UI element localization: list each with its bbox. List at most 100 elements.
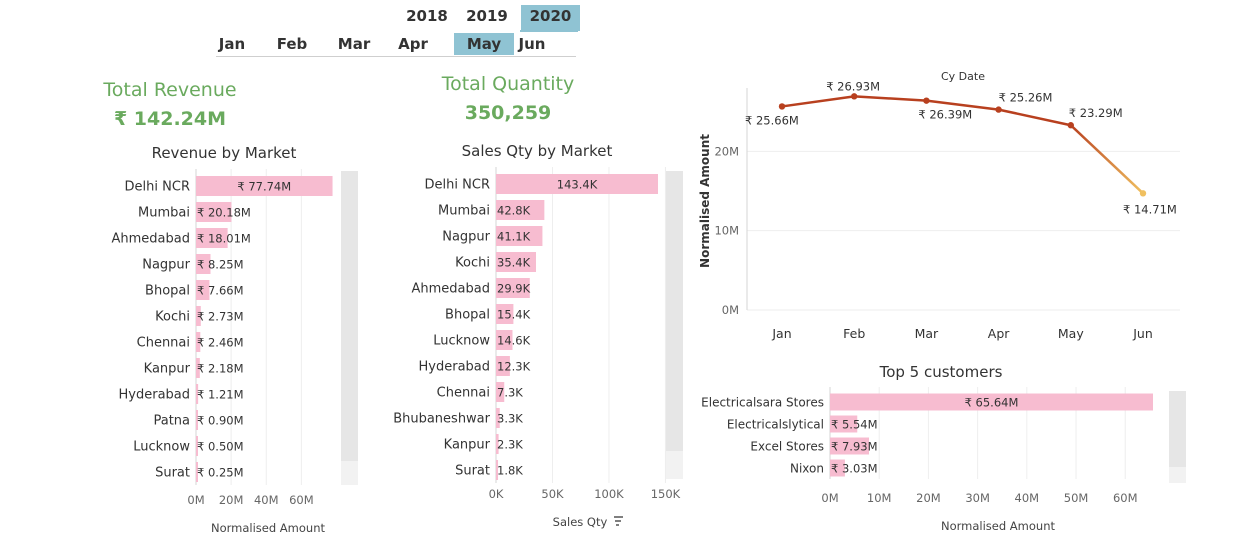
data-point — [778, 103, 786, 110]
year-filter-item-2018[interactable]: 2018 — [406, 7, 448, 25]
bar — [496, 408, 500, 428]
cy-date-title: Cy Date — [941, 70, 985, 83]
bar — [196, 306, 201, 326]
month-filter-item-mar[interactable]: Mar — [337, 35, 371, 53]
y-tick-label: 0M — [722, 303, 739, 317]
x-tick-label: Apr — [988, 326, 1010, 341]
category-label: Chennai — [437, 386, 490, 401]
data-point — [995, 106, 1002, 113]
series-line-segment — [781, 95, 855, 108]
data-label: 41.1K — [497, 230, 531, 244]
year-filter: 2018 2019 2020 — [396, 5, 586, 31]
month-filter-item-jun[interactable]: Jun — [518, 35, 546, 53]
category-label: Nagpur — [442, 230, 490, 245]
series-line-segment — [998, 108, 1072, 127]
total-revenue-value: ₹ 142.24M — [113, 108, 227, 130]
x-tick-label: 40M — [254, 493, 279, 507]
bar — [196, 436, 198, 456]
series-line-segment — [854, 95, 927, 102]
bar — [196, 462, 198, 482]
category-label: Surat — [455, 464, 490, 479]
y-tick-label: 20M — [714, 144, 739, 158]
bar — [196, 202, 232, 222]
category-label: Nixon — [790, 462, 824, 476]
category-label: Surat — [155, 466, 190, 481]
category-label: Kochi — [155, 310, 190, 325]
data-label: ₹ 2.46M — [197, 336, 244, 350]
category-label: Kanpur — [144, 362, 191, 377]
x-tick-label: 150K — [651, 487, 681, 501]
data-label: ₹ 26.93M — [826, 79, 880, 93]
data-label: ₹ 7.66M — [197, 284, 244, 298]
year-filter-underline — [520, 30, 578, 32]
x-tick-label: 60M — [289, 493, 314, 507]
sort-icon — [614, 516, 623, 526]
year-filter-item-2019[interactable]: 2019 — [466, 7, 508, 25]
month-filter-item-may[interactable]: May — [454, 33, 514, 55]
customers-chart-scrollbar[interactable] — [1169, 391, 1186, 467]
x-tick-label: Jan — [771, 326, 791, 341]
data-point — [1139, 190, 1147, 197]
bar — [496, 174, 658, 194]
category-label: Electricalsara Stores — [701, 396, 824, 410]
data-label: ₹ 0.90M — [197, 414, 244, 428]
data-label: ₹ 8.25M — [197, 258, 244, 272]
bar — [830, 459, 845, 477]
x-tick-label: Mar — [915, 326, 939, 341]
x-tick-label: May — [1058, 326, 1084, 341]
month-filter-item-feb[interactable]: Feb — [276, 35, 308, 53]
month-filter-underline — [216, 56, 576, 57]
month-filter: Jan Feb Mar Apr May Jun — [212, 30, 580, 59]
bar — [196, 410, 198, 430]
data-label: 3.3K — [497, 412, 523, 426]
data-label: 14.6K — [497, 334, 531, 348]
year-filter-item-2020[interactable]: 2020 — [521, 5, 580, 31]
category-label: Bhopal — [445, 308, 490, 323]
category-label: Hyderabad — [419, 360, 491, 375]
month-filter-item-jan[interactable]: Jan — [218, 35, 246, 53]
data-label: ₹ 25.66M — [745, 113, 799, 127]
category-label: Mumbai — [138, 206, 190, 221]
bar — [496, 330, 513, 350]
data-label: ₹ 7.93M — [831, 440, 878, 454]
bar — [196, 358, 200, 378]
revenue-chart-scrollbar[interactable] — [341, 171, 358, 461]
data-label: 2.3K — [497, 438, 523, 452]
bar — [196, 384, 199, 404]
data-label: 35.4K — [497, 256, 531, 270]
category-label: Chennai — [137, 336, 190, 351]
category-label: Hyderabad — [119, 388, 191, 403]
series-line-segment — [926, 99, 999, 111]
data-point — [851, 93, 858, 100]
qty-chart-scrollbar[interactable] — [666, 171, 683, 451]
x-tick-label: 20M — [916, 491, 941, 505]
x-tick-label: 50M — [1064, 491, 1089, 505]
qty-chart-scrollbar-track — [666, 451, 683, 479]
bar — [196, 332, 201, 352]
bar — [496, 382, 505, 402]
top-customers-title: Top 5 customers — [879, 363, 1003, 381]
bar — [496, 434, 499, 454]
category-label: Bhubaneshwar — [393, 412, 490, 427]
data-label: 12.3K — [497, 360, 531, 374]
x-tick-label: 0K — [489, 487, 504, 501]
category-label: Excel Stores — [750, 440, 824, 454]
bar — [496, 252, 536, 272]
data-point — [923, 97, 930, 104]
total-quantity-title: Total Quantity — [441, 73, 575, 95]
data-label: ₹ 14.71M — [1123, 202, 1177, 216]
x-tick-label: 10M — [867, 491, 892, 505]
data-label: ₹ 25.26M — [999, 91, 1053, 105]
customers-chart-scrollbar-track — [1169, 467, 1186, 483]
bar — [196, 254, 211, 274]
bar — [496, 226, 543, 246]
x-tick-label: Feb — [843, 326, 865, 341]
data-label: ₹ 23.29M — [1069, 106, 1123, 120]
data-label: ₹ 0.25M — [197, 466, 244, 480]
bar — [196, 228, 228, 248]
month-filter-item-apr[interactable]: Apr — [398, 35, 428, 53]
category-label: Nagpur — [142, 258, 190, 273]
category-label: Lucknow — [133, 440, 190, 455]
x-axis-title: Normalised Amount — [941, 519, 1056, 533]
